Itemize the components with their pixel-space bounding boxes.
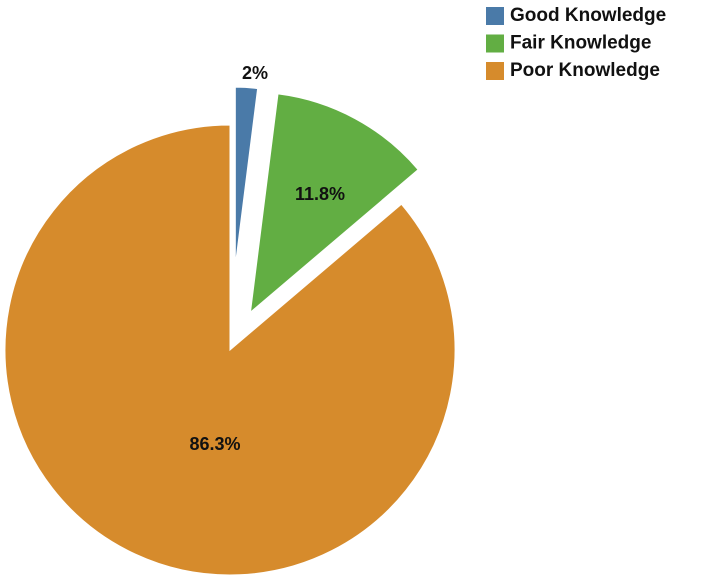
value-label: 2% (242, 63, 268, 83)
legend-swatch (486, 62, 504, 80)
legend-swatch (486, 7, 504, 25)
pie-slice (234, 86, 259, 266)
pie-slice (4, 124, 456, 576)
value-label: 86.3% (189, 434, 240, 454)
legend-label: Fair Knowledge (510, 33, 651, 54)
legend-swatch (486, 34, 504, 53)
value-label: 11.8% (295, 184, 345, 204)
legend-label: Good Knowledge (510, 5, 666, 26)
pie-slice (249, 93, 419, 314)
legend-label: Poor Knowledge (510, 60, 660, 81)
